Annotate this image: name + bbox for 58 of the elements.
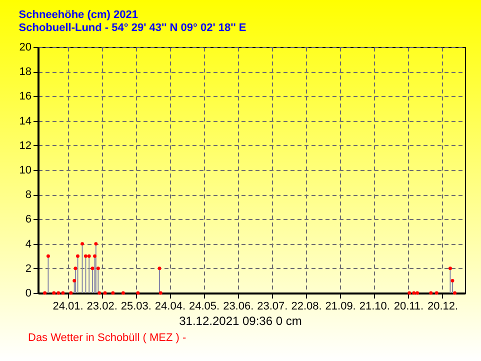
- x-tick-label: 24.05.: [189, 300, 220, 312]
- point: [434, 291, 438, 295]
- point: [90, 266, 94, 270]
- y-tick-label: 18: [19, 66, 32, 78]
- point: [87, 254, 91, 258]
- x-tick-label: 22.08.: [291, 300, 322, 312]
- y-tick-label: 6: [25, 214, 32, 226]
- x-tick-label: 21.10.: [359, 300, 390, 312]
- point: [52, 291, 56, 295]
- x-tick-label: 23.07.: [257, 300, 288, 312]
- point: [416, 291, 420, 295]
- point: [43, 291, 47, 295]
- x-tick-label: 24.04.: [154, 300, 186, 312]
- y-tick-label: 0: [25, 288, 32, 300]
- point: [74, 266, 78, 270]
- y-tick-label: 20: [19, 42, 32, 54]
- point: [448, 266, 452, 270]
- point: [69, 291, 73, 295]
- x-tick-label: 20.11.: [394, 300, 424, 312]
- point: [136, 291, 140, 295]
- x-tick-label: 25.03.: [120, 300, 152, 312]
- x-tick-label: 24.01.: [52, 300, 84, 312]
- point: [84, 254, 88, 258]
- point: [408, 291, 412, 295]
- y-tick-label: 12: [19, 140, 32, 152]
- x-tick-label: 21.09.: [325, 300, 356, 312]
- point: [158, 266, 162, 270]
- y-tick-label: 10: [19, 164, 32, 176]
- x-tick-label: 20.12.: [427, 300, 458, 312]
- text: Das Wetter in Schobüll ( MEZ ) -: [28, 332, 186, 344]
- point: [76, 254, 80, 258]
- point: [412, 291, 416, 295]
- point: [80, 242, 84, 246]
- chart-subtitle: Schobuell-Lund - 54° 29' 43'' N 09° 02' 18'' E: [18, 22, 246, 34]
- y-tick-label: 16: [19, 90, 32, 103]
- point: [61, 291, 65, 295]
- point: [158, 291, 162, 295]
- point: [111, 291, 115, 295]
- point: [94, 242, 98, 246]
- point: [103, 291, 107, 295]
- y-tick-label: 14: [19, 115, 32, 128]
- point: [453, 291, 457, 295]
- y-tick-label: 8: [25, 189, 32, 202]
- x-tick-label: 23.06.: [223, 300, 254, 312]
- point: [121, 291, 125, 295]
- chart-title: Schneehöhe (cm) 2021: [18, 9, 138, 21]
- point: [46, 254, 50, 258]
- point: [93, 254, 97, 258]
- point: [429, 291, 433, 295]
- y-tick-label: 4: [25, 238, 32, 250]
- point: [450, 278, 454, 282]
- point: [96, 266, 100, 270]
- text: 31.12.2021 09:36 0 cm: [178, 314, 303, 328]
- point: [98, 291, 102, 295]
- x-tick-label: 23.02.: [86, 300, 118, 312]
- point: [72, 278, 76, 282]
- point: [56, 291, 60, 295]
- y-tick-label: 2: [25, 262, 32, 275]
